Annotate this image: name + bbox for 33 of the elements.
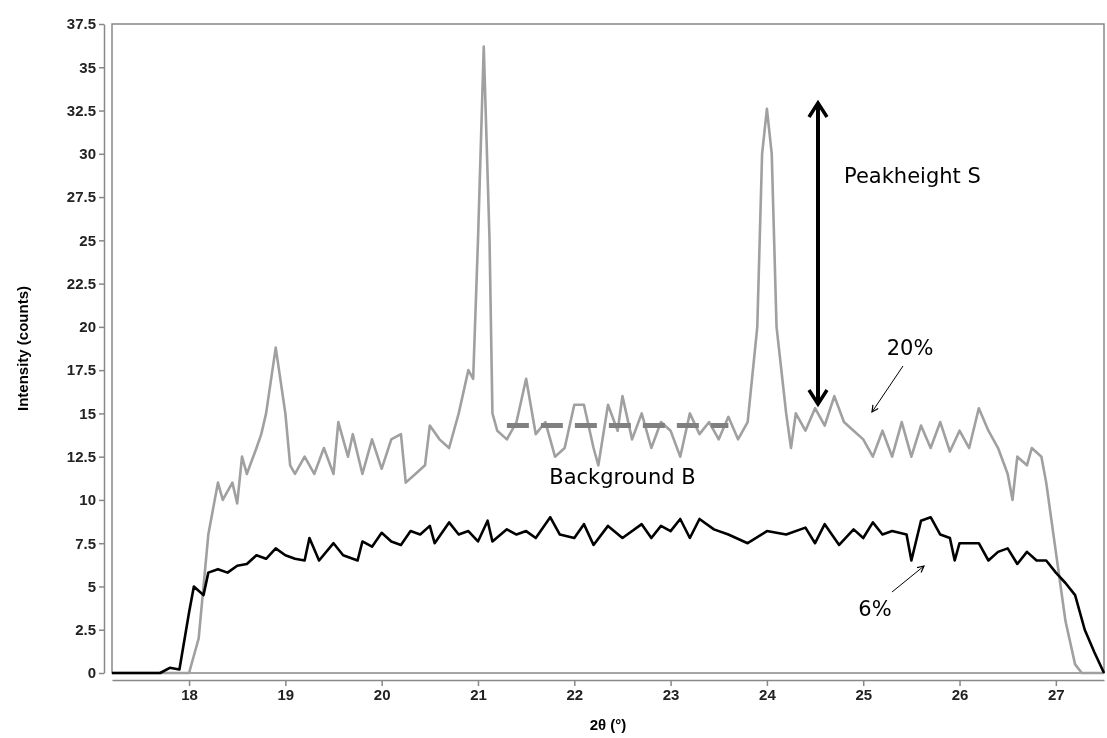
- x-tick-label: 18: [181, 685, 198, 703]
- y-tick-label: 12.5: [66, 447, 96, 465]
- x-axis-title: 2θ (°): [589, 716, 627, 733]
- y-axis-title: Intensity (counts): [14, 285, 31, 412]
- y-tick-label: 0: [87, 664, 96, 682]
- y-tick-label: 17.5: [66, 361, 96, 379]
- y-tick-label: 15: [79, 404, 96, 422]
- y-tick-label: 30: [79, 145, 96, 163]
- annotation: Peakheight S: [844, 164, 981, 188]
- y-tick-label: 2.5: [75, 621, 96, 639]
- line-series: [110, 515, 1106, 675]
- y-tick-label: 22.5: [66, 274, 96, 292]
- y-tick-label: 7.5: [75, 534, 96, 552]
- x-tick-label: 20: [373, 685, 391, 703]
- legend-label: 6%: [858, 597, 892, 621]
- y-tick-label: 20: [79, 318, 96, 336]
- x-tick-label: 24: [759, 685, 777, 703]
- x-tick-label: 22: [566, 685, 584, 703]
- x-tick-label: 21: [470, 685, 487, 703]
- x-tick-label: 25: [855, 685, 873, 703]
- x-tick-label: 26: [951, 685, 969, 703]
- y-tick-label: 10: [79, 491, 96, 509]
- y-tick-label: 35: [79, 58, 96, 76]
- y-tick-label: 27.5: [66, 188, 96, 206]
- y-tick-label: 37.5: [66, 15, 96, 33]
- text: 20%: [886, 336, 934, 360]
- y-tick-label: 25: [79, 231, 96, 249]
- x-tick-label: 23: [662, 685, 680, 703]
- y-tick-label: 5: [87, 577, 96, 595]
- y-tick-label: 32.5: [66, 101, 96, 119]
- x-tick-label: 27: [1048, 685, 1065, 703]
- annotation: Background B: [549, 464, 696, 489]
- x-tick-label: 19: [277, 685, 295, 703]
